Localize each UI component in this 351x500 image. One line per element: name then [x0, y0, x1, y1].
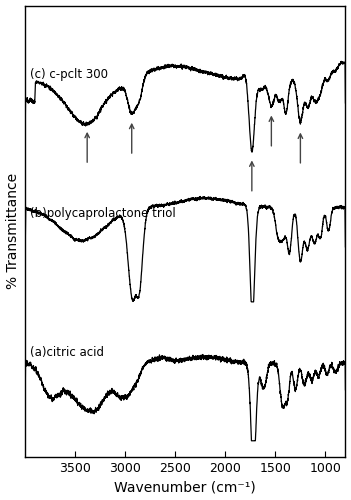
X-axis label: Wavenumber (cm⁻¹): Wavenumber (cm⁻¹)	[114, 480, 256, 494]
Text: (b)polycaprolactone triol: (b)polycaprolactone triol	[30, 208, 176, 220]
Text: (a)citric acid: (a)citric acid	[30, 346, 104, 360]
Y-axis label: % Transmittance: % Transmittance	[6, 173, 20, 290]
Text: (c) c-pclt 300: (c) c-pclt 300	[30, 68, 108, 82]
